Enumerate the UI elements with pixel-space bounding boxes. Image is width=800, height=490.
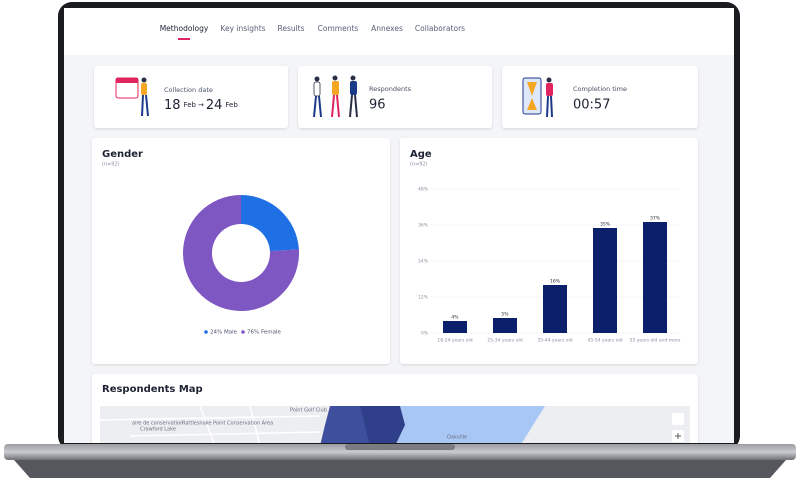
bar — [443, 321, 467, 333]
legend-label: 76% Female — [247, 330, 281, 336]
legend-swatch — [204, 330, 208, 334]
map-label: Crawford Lake — [140, 427, 176, 433]
y-tick-label: 48% — [418, 187, 429, 193]
x-tick-label: 35-44 years old — [537, 338, 572, 344]
people-illustration — [313, 75, 358, 118]
card-value: 18 Feb → 24 Feb — [164, 98, 238, 113]
donut-slice — [183, 195, 299, 311]
x-tick-label: 45-54 years old — [587, 338, 622, 344]
panel-title: Respondents Map — [102, 384, 203, 395]
arrow: → — [198, 101, 204, 109]
y-tick-label: 36% — [418, 223, 429, 229]
data-label: 37% — [650, 216, 661, 222]
data-label: 35% — [600, 222, 611, 228]
summary-cards: Collection date 18 Feb → 24 Feb Respondents … — [164, 85, 627, 113]
panel-title: Age — [410, 149, 432, 160]
y-tick-label: 0% — [421, 331, 429, 337]
x-tick-label: 25-34 years old — [487, 338, 522, 344]
bar-chart: 0% 12% 24% 36% 48% 4% 18-24 years old 5% 25-34 y… — [418, 187, 681, 344]
screen: Methodology Key insights Results Comments An… — [64, 8, 734, 443]
nav-item[interactable]: Annexes — [371, 24, 403, 33]
card-value: 96 — [369, 98, 386, 113]
card-label: Completion time — [573, 85, 627, 93]
panel-subtitle: (n=92) — [410, 162, 428, 168]
y-tick-label: 12% — [418, 295, 429, 301]
x-tick-label: 55 years old and more — [630, 338, 681, 344]
nav-item[interactable]: Methodology — [160, 24, 209, 33]
day: 24 — [206, 98, 223, 113]
bar — [493, 318, 517, 333]
data-label: 16% — [550, 279, 561, 285]
card-label: Respondents — [369, 85, 412, 93]
x-tick-label: 18-24 years old — [437, 338, 472, 344]
day: 18 — [164, 98, 181, 113]
map-label: Rattlesnake Point Conservation Area — [182, 421, 273, 427]
fullscreen-button[interactable] — [672, 413, 684, 425]
bar — [543, 285, 567, 333]
gender-panel — [92, 138, 390, 364]
age-panel — [400, 138, 698, 364]
y-tick-label: 24% — [418, 259, 429, 265]
donut-slice — [241, 195, 299, 252]
nav-item[interactable]: Results — [277, 24, 304, 33]
donut-chart: 24% Male 76% Female — [183, 195, 299, 336]
map-label: Point Golf Club — [290, 408, 327, 414]
data-label: 4% — [451, 315, 459, 321]
map-label: Oakville — [447, 435, 467, 441]
bar — [643, 222, 667, 333]
data-label: 5% — [501, 312, 509, 318]
panel-subtitle: (n=92) — [102, 162, 120, 168]
legend-label: 24% Male — [210, 330, 238, 336]
map: Point Golf Club aire de conservation Cra… — [99, 405, 690, 443]
active-underline — [178, 38, 190, 40]
legend-swatch — [241, 330, 245, 334]
bar — [593, 228, 617, 333]
card — [298, 66, 492, 128]
nav-item[interactable]: Collaborators — [415, 24, 465, 33]
card-label: Collection date — [164, 86, 213, 94]
panel-title: Gender — [102, 149, 143, 160]
card-value: 00:57 — [573, 98, 610, 113]
laptop-base-bottom — [14, 460, 786, 478]
notch — [345, 444, 455, 450]
month: Feb — [225, 101, 238, 109]
hourglass-illustration — [522, 77, 553, 118]
nav-bar — [64, 8, 734, 55]
calendar-illustration — [115, 77, 149, 117]
nav-item[interactable]: Comments — [318, 24, 359, 33]
nav: Methodology Key insights Results Comments An… — [160, 24, 465, 40]
map-label: aire de conservation — [132, 421, 183, 427]
month: Feb — [184, 101, 197, 109]
laptop-base — [4, 444, 796, 460]
nav-item[interactable]: Key insights — [220, 24, 265, 33]
